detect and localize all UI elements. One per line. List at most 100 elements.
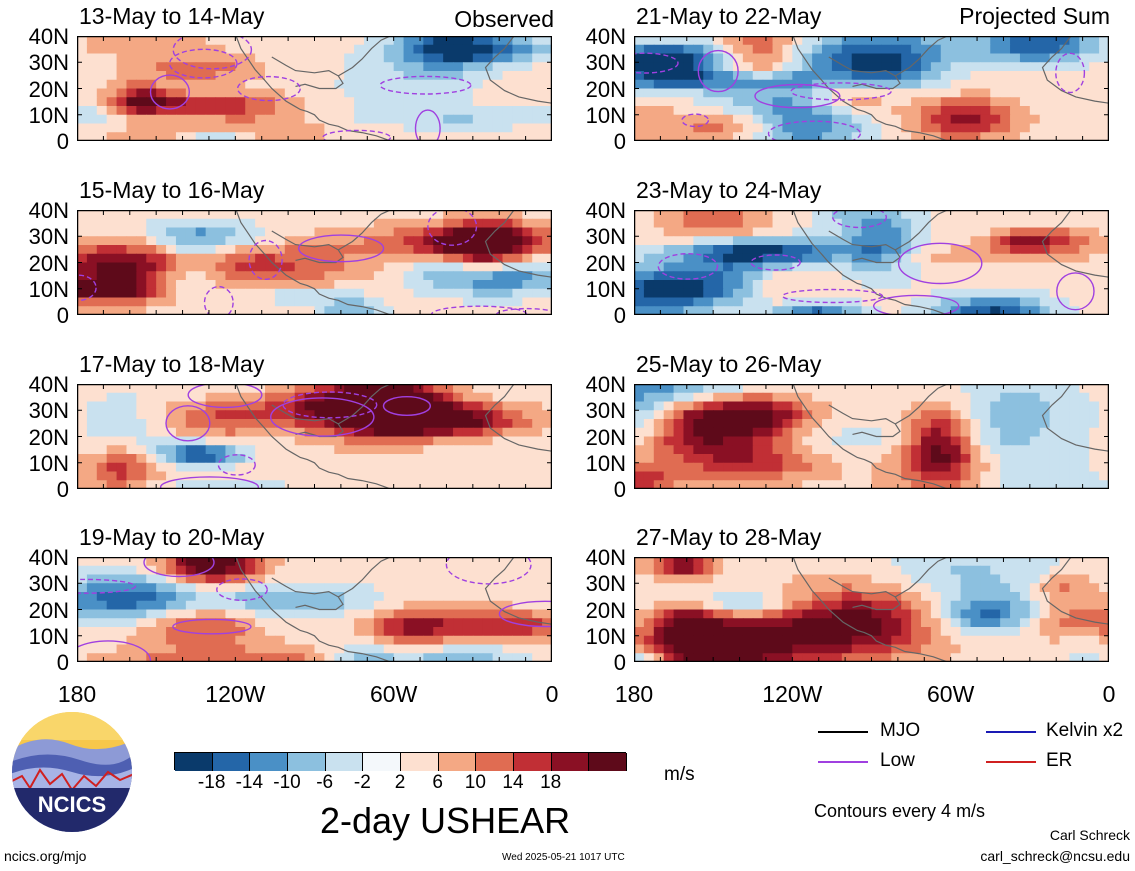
shear-cell — [782, 123, 793, 133]
shear-cell — [344, 36, 355, 46]
shear-cell — [871, 236, 882, 246]
shear-cell — [772, 600, 784, 611]
shear-cell — [930, 445, 942, 455]
shear-cell — [453, 557, 464, 567]
shear-cell — [643, 557, 655, 567]
shear-cell — [265, 210, 276, 220]
shear-cell — [225, 106, 236, 116]
shear-cell — [802, 227, 813, 237]
shear-cell — [1059, 123, 1071, 133]
shear-cell — [443, 262, 454, 272]
shear-cell — [265, 132, 276, 141]
shear-cell — [742, 306, 754, 315]
shear-cell — [812, 44, 823, 55]
shear-cell — [274, 97, 286, 107]
shear-cell — [861, 62, 873, 72]
shear-cell — [970, 53, 981, 63]
shear-cell — [532, 306, 543, 315]
shear-cell — [512, 427, 523, 438]
shear-cell — [812, 218, 823, 229]
shear-cell — [542, 392, 552, 403]
shear-cell — [294, 635, 306, 646]
shear-cell — [723, 88, 734, 98]
shear-cell — [462, 245, 474, 255]
shear-cell — [732, 88, 744, 98]
shear-cell — [960, 618, 972, 628]
shear-cell — [772, 392, 784, 403]
shear-cell — [314, 583, 325, 593]
shear-cell — [245, 210, 256, 220]
shear-cell — [423, 427, 434, 438]
shear-cell — [1029, 427, 1041, 438]
shear-cell — [235, 436, 246, 446]
coastline — [1041, 36, 1109, 104]
shear-cell — [634, 557, 645, 567]
shear-cell — [772, 618, 784, 628]
shear-cell — [881, 445, 892, 455]
shear-cell — [492, 618, 504, 628]
shear-cell — [86, 62, 98, 72]
shear-cell — [970, 71, 981, 81]
shear-cell — [166, 132, 177, 141]
shear-cell — [911, 392, 922, 403]
shear-cell — [284, 454, 296, 464]
shear-cell — [334, 471, 345, 481]
shear-cell — [532, 410, 543, 420]
shear-cell — [841, 471, 853, 481]
shear-cell — [891, 36, 902, 46]
shear-cell — [940, 557, 952, 567]
shear-cell — [1029, 480, 1041, 489]
shear-cell — [393, 253, 405, 264]
shear-cell — [920, 592, 932, 602]
shear-cell — [542, 62, 552, 72]
shear-cell — [901, 410, 912, 420]
shear-cell — [116, 62, 128, 72]
shear-cell — [403, 618, 415, 628]
shear-cell — [1069, 480, 1080, 489]
shear-cell — [634, 445, 645, 455]
shear-cell — [195, 262, 207, 272]
shear-cell — [156, 410, 167, 420]
shear-cell — [423, 253, 434, 264]
shear-cell — [742, 454, 754, 464]
shear-cell — [265, 618, 276, 628]
shear-cell — [472, 583, 484, 593]
shear-cell — [265, 306, 276, 315]
shear-cell — [1069, 592, 1080, 602]
shear-cell — [732, 271, 744, 281]
shear-cell — [723, 44, 734, 55]
shear-cell — [502, 218, 514, 229]
shear-cell — [1089, 88, 1100, 98]
shear-cell — [901, 97, 912, 107]
shear-cell — [762, 245, 774, 255]
shear-cell — [225, 653, 236, 662]
shear-cell — [175, 454, 187, 464]
shear-cell — [901, 565, 912, 576]
shear-cell — [542, 288, 552, 299]
shear-cell — [1039, 574, 1051, 584]
shear-cell — [871, 79, 882, 90]
shear-cell — [255, 106, 266, 116]
shear-cell — [634, 245, 645, 255]
shear-cell — [294, 79, 306, 90]
shear-cell — [950, 123, 962, 133]
shear-cell — [703, 557, 714, 567]
shear-cell — [542, 88, 552, 98]
shear-cell — [354, 62, 365, 72]
shear-cell — [284, 618, 296, 628]
shear-cell — [304, 583, 316, 593]
shear-cell — [861, 635, 873, 646]
shear-cell — [762, 210, 774, 220]
shear-cell — [732, 410, 744, 420]
shear-cell — [136, 557, 147, 567]
shear-cell — [1079, 114, 1090, 125]
shear-cell — [891, 454, 902, 464]
shear-cell — [215, 454, 227, 464]
shear-cell — [126, 618, 137, 628]
shear-cell — [1019, 627, 1031, 637]
shear-cell — [831, 62, 843, 72]
coastline — [792, 210, 948, 315]
shear-cell — [930, 123, 942, 133]
shear-cell — [453, 436, 464, 446]
shear-cell — [861, 401, 873, 411]
